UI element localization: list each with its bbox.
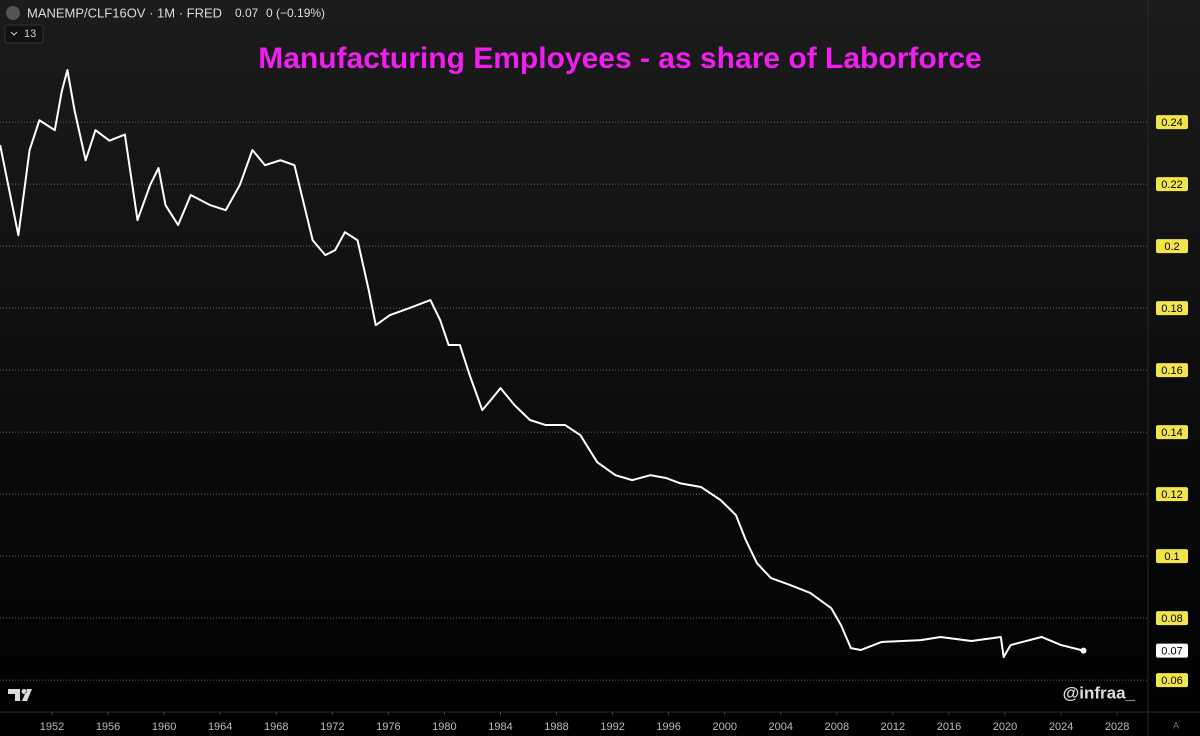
symbol-icon: [6, 6, 20, 20]
y-tick-box: [1156, 487, 1188, 502]
series-line: [0, 69, 1084, 659]
y-tick-label: 0.1: [1164, 551, 1179, 563]
x-tick-label: 1988: [544, 721, 568, 733]
indicator-count: 13: [24, 28, 36, 40]
x-tick-label: 1960: [152, 721, 176, 733]
x-tick-label: 1956: [96, 721, 120, 733]
y-tick-box: [1156, 239, 1188, 254]
y-tick-label: 0.06: [1161, 675, 1182, 687]
x-tick-label: 1972: [320, 721, 344, 733]
x-tick-label: 1984: [488, 721, 512, 733]
change: 0 (−0.19%): [266, 6, 325, 20]
x-tick-label: 1980: [432, 721, 456, 733]
y-tick-label: 0.2: [1164, 241, 1179, 253]
x-tick-label: 1952: [40, 721, 64, 733]
x-tick-label: 1992: [600, 721, 624, 733]
x-tick-label: 2008: [825, 721, 849, 733]
x-tick-label: 1996: [656, 721, 680, 733]
chart-title: Manufacturing Employees - as share of La…: [258, 42, 982, 75]
x-tick-label: 2016: [937, 721, 961, 733]
x-tick-label: 1968: [264, 721, 288, 733]
indicator-toggle[interactable]: [4, 24, 44, 44]
y-tick-box: [1156, 425, 1188, 440]
y-tick-label: 0.24: [1161, 117, 1182, 129]
x-tick-label: 1976: [376, 721, 400, 733]
x-tick-label: 1964: [208, 721, 232, 733]
y-tick-box: [1156, 115, 1188, 130]
last-value: 0.07: [235, 6, 259, 20]
y-tick-box: [1156, 301, 1188, 316]
y-tick-box: [1156, 549, 1188, 564]
watermark: @infraa_: [1063, 683, 1136, 702]
last-value-label: 0.07: [1161, 646, 1182, 658]
x-tick-label: 2004: [769, 721, 793, 733]
chevron: [10, 31, 18, 36]
scale-mode[interactable]: A: [1173, 720, 1179, 730]
y-tick-box: [1156, 177, 1188, 192]
x-tick-label: 2024: [1049, 721, 1073, 733]
y-tick-label: 0.22: [1161, 179, 1182, 191]
tradingview-logo: [8, 689, 32, 701]
last-point: [1080, 647, 1087, 654]
y-tick-label: 0.16: [1161, 365, 1182, 377]
x-tick-label: 2012: [881, 721, 905, 733]
last-value-box: [1156, 643, 1188, 658]
y-tick-label: 0.08: [1161, 613, 1182, 625]
y-tick-box: [1156, 673, 1188, 688]
x-tick-label: 2020: [993, 721, 1017, 733]
x-tick-label: 2028: [1105, 721, 1129, 733]
y-tick-label: 0.18: [1161, 303, 1182, 315]
y-tick-box: [1156, 363, 1188, 378]
y-tick-label: 0.14: [1161, 427, 1182, 439]
symbol: MANEMP/CLF16OV · 1M · FRED: [27, 5, 222, 20]
y-tick-label: 0.12: [1161, 489, 1182, 501]
x-tick-label: 2000: [712, 721, 736, 733]
y-tick-box: [1156, 611, 1188, 626]
